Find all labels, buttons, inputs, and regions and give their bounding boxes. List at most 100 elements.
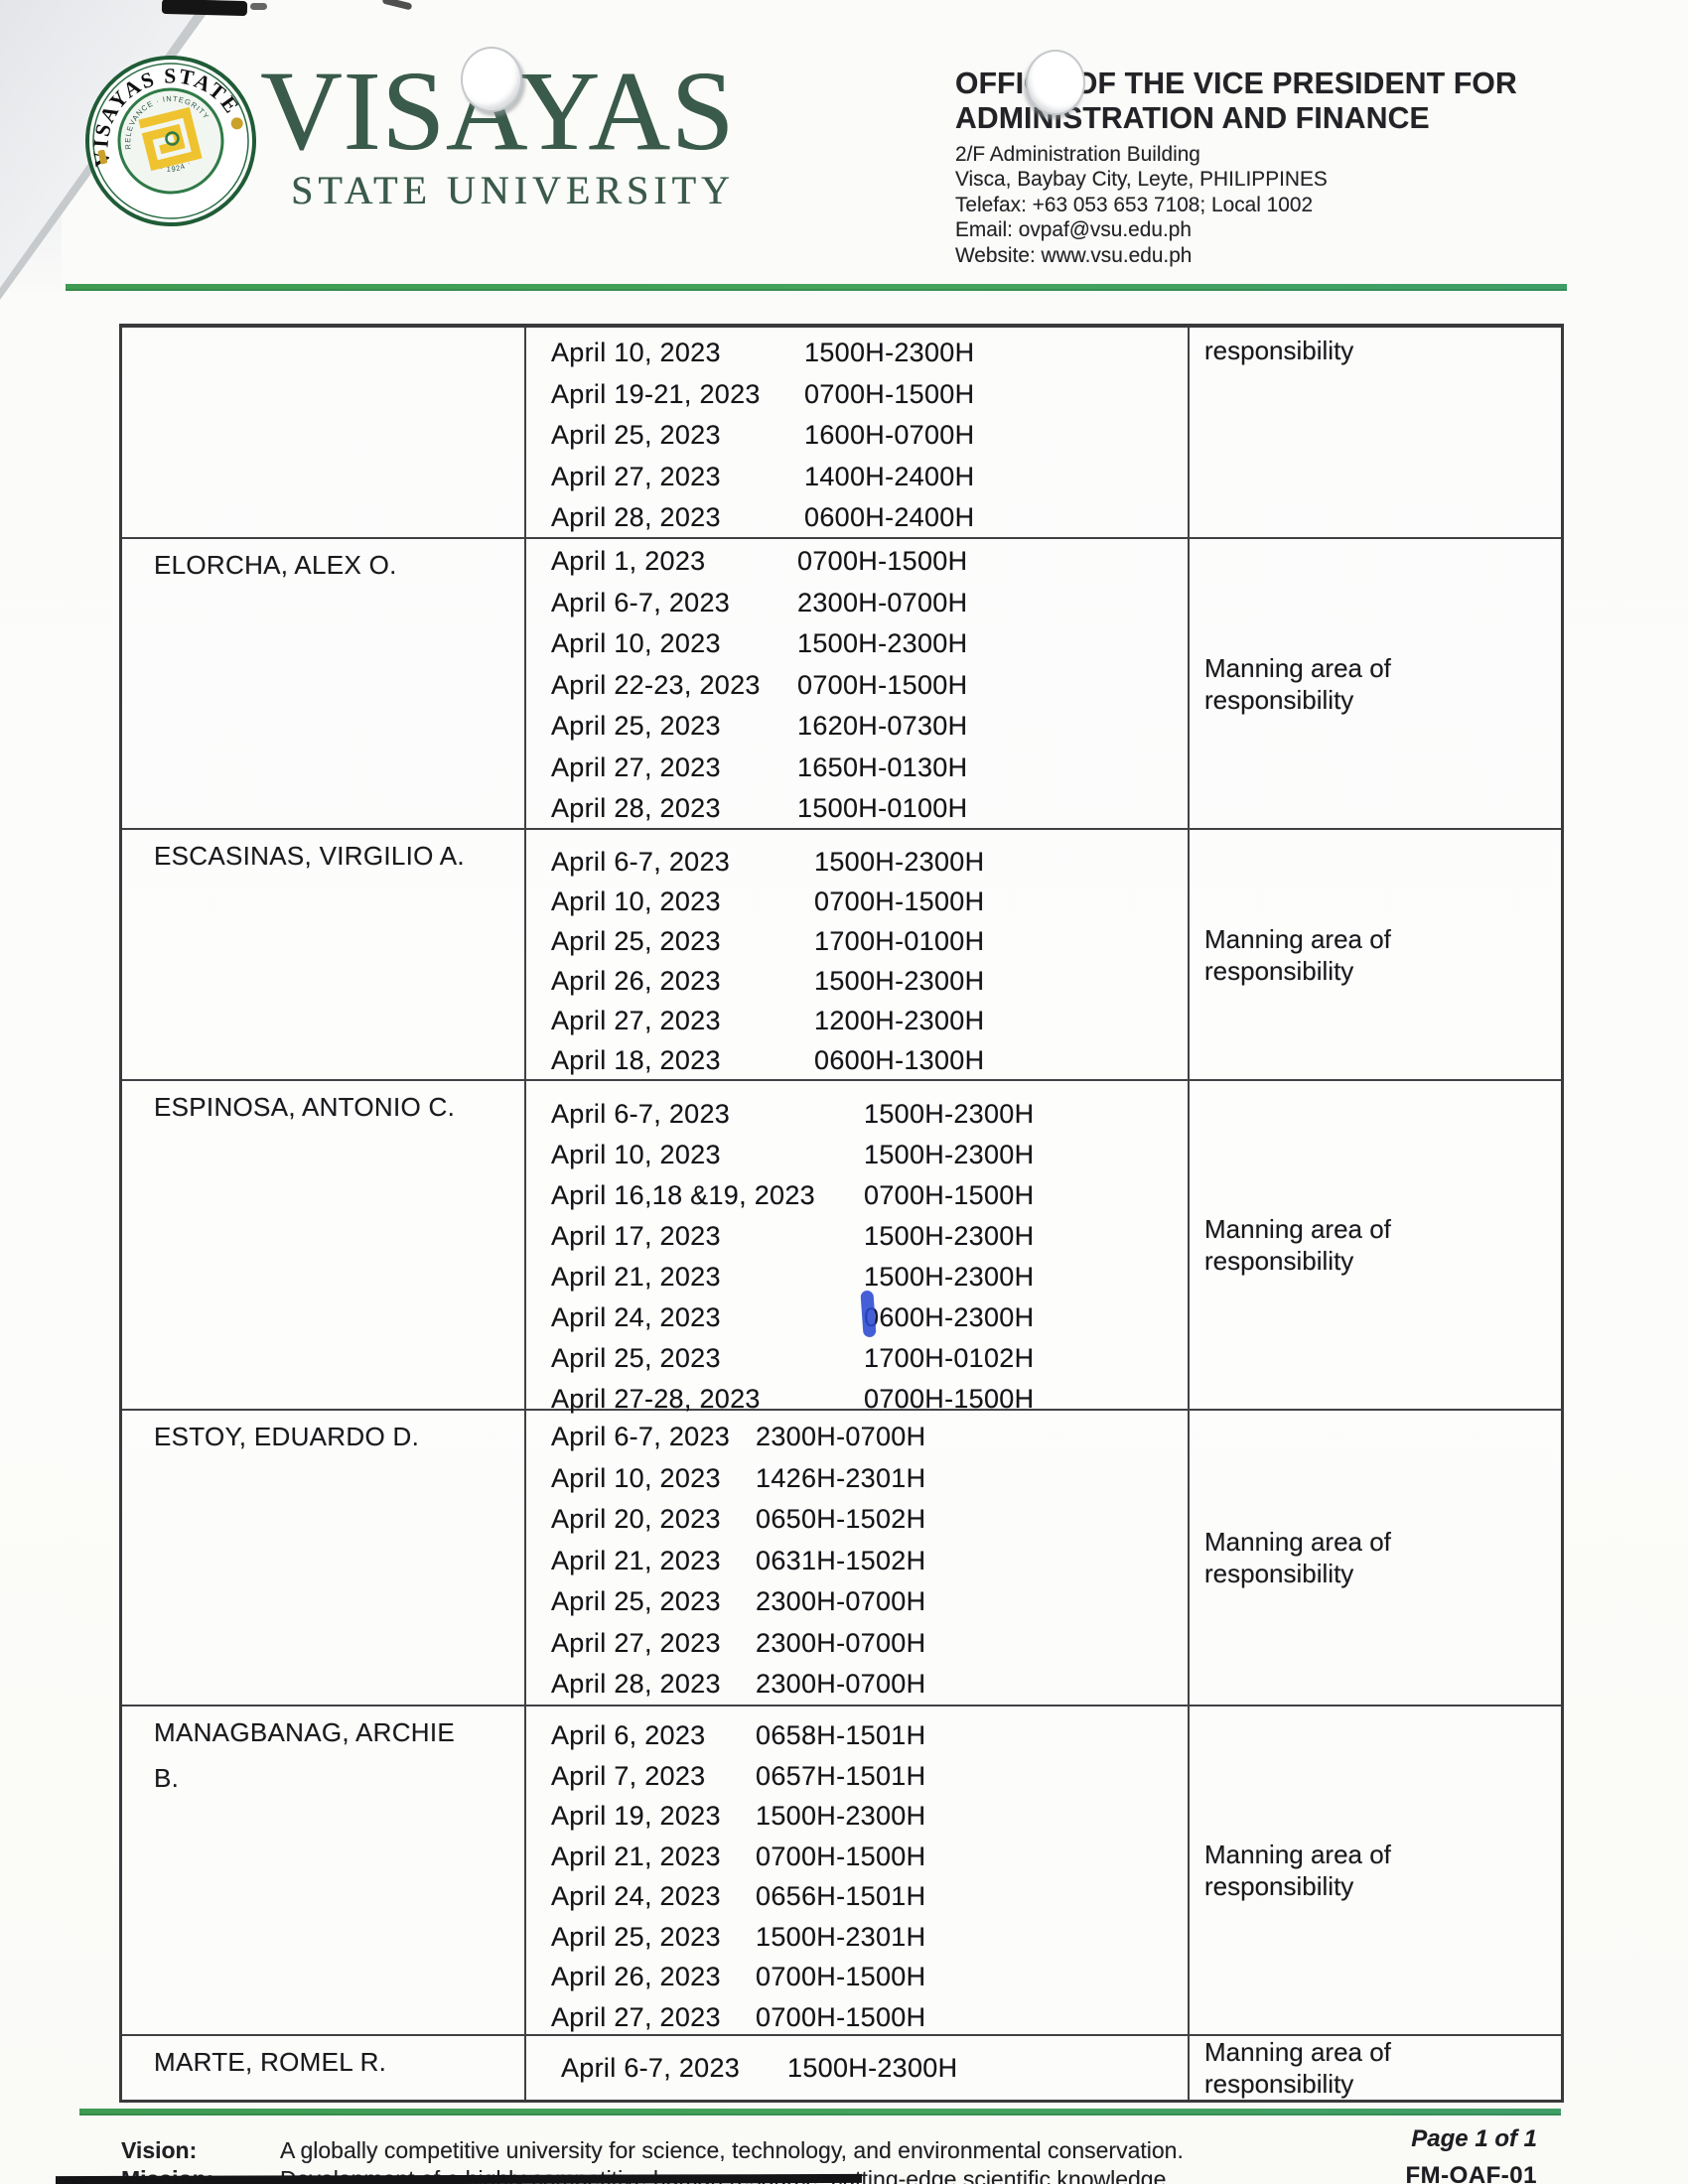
schedule-date: April 27, 2023 [551, 461, 721, 491]
schedule-time: 1700H-0102H [864, 1343, 1035, 1373]
schedule-time: 1500H-2300H [804, 338, 975, 367]
schedule-time: 1500H-2300H [864, 1099, 1035, 1129]
schedule-date: April 25, 2023 [551, 420, 721, 450]
schedule-time: 2300H-0700H [756, 1422, 926, 1451]
schedule-date: April 16,18 &19, 2023 [551, 1180, 815, 1210]
schedule-entry: April 10, 2023 0700H-1500H [551, 882, 1188, 921]
schedule-date: April 27-28, 2023 [551, 1384, 761, 1414]
schedule-time: 1426H-2301H [756, 1462, 926, 1493]
schedule-entry: April 28, 2023 2300H-0700H [551, 1664, 1188, 1706]
remark-text: Manning area of [1204, 652, 1391, 683]
schedule-date: April 7, 2023 [551, 1760, 706, 1791]
schedule-cell: April 6-7, 2023 1500H-2300H [526, 2036, 1190, 2100]
schedule-date: April 19-21, 2023 [551, 378, 761, 409]
schedule-date: April 6-7, 2023 [551, 1422, 731, 1451]
schedule-entry: April 6-7, 2023 2300H-0700H [551, 1417, 1188, 1458]
punch-hole [1026, 50, 1085, 115]
person-name: ESTOY, EDUARDO D. [154, 1422, 420, 1451]
schedule-entry: April 28, 2023 1500H-0100H [551, 788, 1188, 830]
university-seal-logo: VISAYAS STATE UNIVERSITY RELEVANCE · INT… [54, 27, 256, 228]
seal-gold-emblem [138, 106, 203, 172]
schedule-time: 2300H-0700H [756, 1627, 926, 1658]
schedule-time: 0700H-1500H [756, 1841, 926, 1871]
remark-cell: Manning area of responsibility [1190, 539, 1561, 828]
schedule-date: April 10, 2023 [551, 338, 721, 367]
schedule-time: 2300H-0700H [797, 587, 968, 617]
table-row: MARTE, ROMEL R. April 6-7, 2023 1500H-2300… [122, 2036, 1561, 2100]
scan-smudge [381, 0, 413, 11]
schedule-date: April 10, 2023 [551, 628, 721, 658]
schedule-time: 0600H-2300H [864, 1302, 1035, 1332]
schedule-date: April 25, 2023 [551, 1586, 721, 1616]
schedule-entry: April 17, 2023 1500H-2300H [551, 1216, 1188, 1257]
schedule-time: 0700H-1500H [797, 669, 968, 700]
university-wordmark: VISAYAS [260, 52, 816, 171]
seal-icon: VISAYAS STATE UNIVERSITY RELEVANCE · INT… [54, 27, 256, 226]
remark-text: Manning area of [1204, 2037, 1391, 2067]
schedule-date: April 10, 2023 [551, 887, 721, 916]
schedule-date: April 26, 2023 [551, 1962, 721, 1991]
punch-hole [461, 47, 522, 112]
person-name: MARTE, ROMEL R. [154, 2047, 387, 2077]
remark-text: responsibility [1204, 1246, 1354, 1276]
schedule-time: 0700H-1500H [864, 1384, 1035, 1414]
table-row: ESTOY, EDUARDO D. April 6-7, 2023 2300H-07… [122, 1411, 1561, 1706]
schedule-time: 2300H-0700H [756, 1586, 926, 1616]
schedule-cell: April 6-7, 2023 1500H-2300H April 10, 2023… [526, 1081, 1190, 1414]
schedule-time: 1650H-0130H [797, 751, 968, 782]
schedule-time: 1600H-0700H [804, 420, 975, 450]
schedule-date: April 6-7, 2023 [551, 847, 731, 877]
schedule-cell: April 6-7, 2023 2300H-0700H April 10, 2023… [526, 1411, 1190, 1705]
schedule-time: 1500H-2300H [814, 847, 985, 877]
schedule-time: 2300H-0700H [756, 1669, 926, 1699]
table-row: ELORCHA, ALEX O. April 1, 2023 0700H-1500H… [122, 539, 1561, 830]
schedule-date: April 22-23, 2023 [551, 669, 761, 700]
schedule-time: 1500H-2300H [797, 628, 968, 658]
schedule-date: April 27, 2023 [551, 2001, 721, 2032]
table-row: April 10, 2023 1500H-2300H April 19-21, 20… [122, 328, 1561, 539]
remark-text: Manning area of [1204, 923, 1391, 954]
vision-row: Vision: A globally competitive universit… [121, 2137, 1213, 2164]
remark-text: responsibility [1204, 336, 1354, 365]
schedule-entry: April 10, 2023 1500H-2300H [551, 1135, 1188, 1175]
schedule-cell: April 6, 2023 0658H-1501H April 7, 2023 065… [526, 1706, 1190, 2034]
schedule-date: April 27, 2023 [551, 751, 721, 782]
remark-text: Manning area of [1204, 1214, 1391, 1244]
schedule-entry: April 6-7, 2023 1500H-2300H [551, 1094, 1188, 1135]
schedule-date: April 27, 2023 [551, 1627, 721, 1658]
schedule-entry: April 20, 2023 0650H-1502H [551, 1499, 1188, 1541]
schedule-date: April 6, 2023 [551, 1720, 706, 1750]
schedule-time: 0700H-1500H [797, 546, 968, 576]
schedule-time: 1500H-2300H [787, 2053, 958, 2083]
schedule-date: April 21, 2023 [551, 1841, 721, 1871]
table-row: MANAGBANAG, ARCHIE B. April 6, 2023 0658H-1… [122, 1706, 1561, 2036]
schedule-entry: April 7, 2023 0657H-1501H [551, 1756, 1188, 1797]
schedule-date: April 28, 2023 [551, 1669, 721, 1699]
schedule-entry: April 10, 2023 1500H-2300H [551, 333, 1188, 374]
schedule-date: April 24, 2023 [551, 1302, 721, 1332]
schedule-time: 0656H-1501H [756, 1881, 926, 1911]
schedule-time: 0600H-1300H [814, 1045, 985, 1075]
schedule-time: 0700H-1500H [814, 887, 985, 916]
remark-cell: Manning area of responsibility [1190, 1411, 1561, 1705]
schedule-entry: April 18, 2023 0600H-1300H [551, 1040, 1188, 1080]
remark-cell: Manning area of responsibility [1190, 1706, 1561, 2034]
schedule-time: 1620H-0730H [797, 711, 968, 741]
schedule-date: April 6-7, 2023 [551, 1099, 731, 1129]
schedule-date: April 1, 2023 [551, 546, 706, 576]
person-name: ESPINOSA, ANTONIO C. [154, 1092, 456, 1122]
name-cell: MARTE, ROMEL R. [122, 2036, 526, 2100]
schedule-time: 0600H-2400H [804, 502, 975, 532]
schedule-time: 0658H-1501H [756, 1720, 926, 1750]
schedule-date: April 10, 2023 [551, 1140, 721, 1169]
schedule-entry: April 27-28, 2023 0700H-1500H [551, 1379, 1188, 1420]
name-cell: ELORCHA, ALEX O. [122, 539, 526, 828]
scan-smudge [161, 0, 248, 17]
name-cell: MANAGBANAG, ARCHIE B. [122, 1706, 526, 2034]
schedule-entry: April 27, 2023 2300H-0700H [551, 1623, 1188, 1665]
person-name: B. [154, 1763, 180, 1793]
remark-text: responsibility [1204, 1559, 1354, 1588]
schedule-date: April 25, 2023 [551, 926, 721, 956]
schedule-cell: April 6-7, 2023 1500H-2300H April 10, 2023… [526, 830, 1190, 1079]
schedule-table: April 10, 2023 1500H-2300H April 19-21, 20… [119, 324, 1564, 2103]
